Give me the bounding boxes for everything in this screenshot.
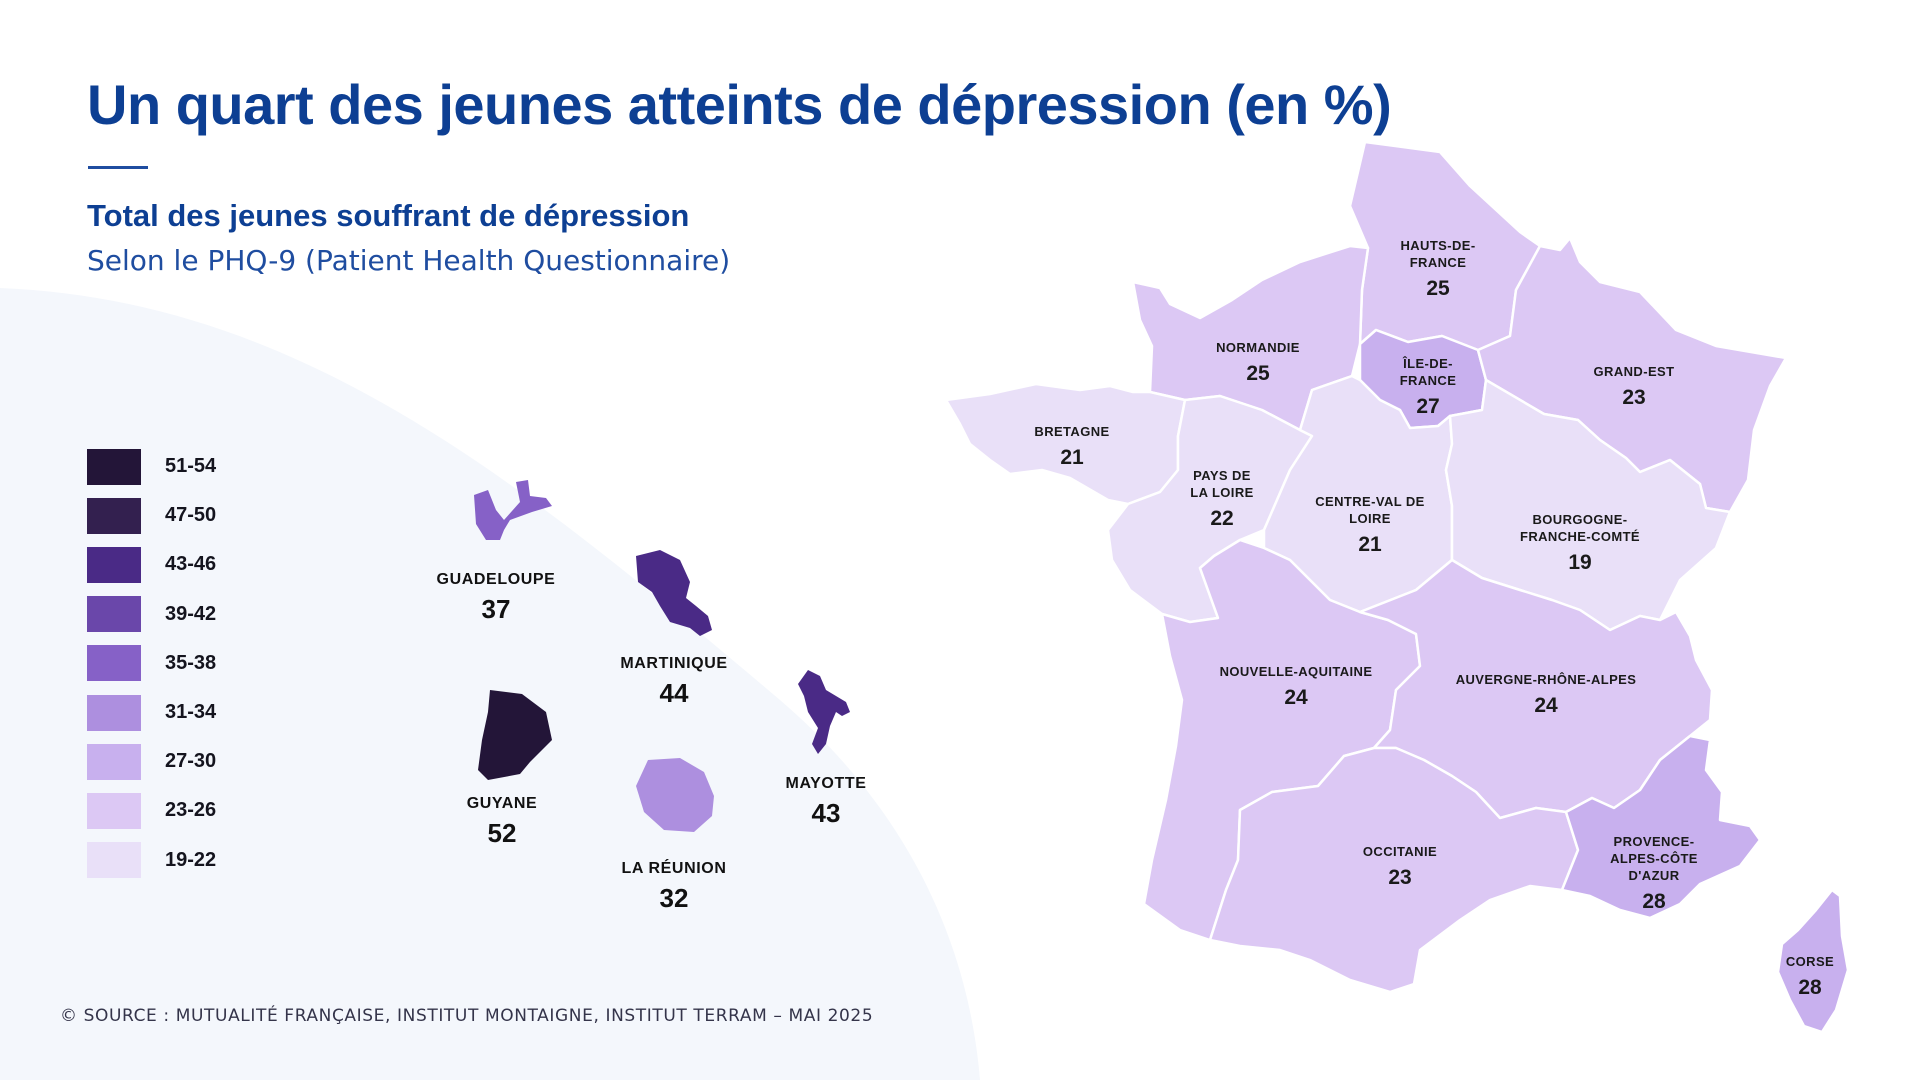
- legend-label: 43-46: [165, 553, 217, 576]
- region-paca: [1560, 734, 1762, 920]
- chart-methodology: Selon le PHQ-9 (Patient Health Questionn…: [87, 244, 731, 277]
- legend-label: 35-38: [165, 651, 217, 674]
- region-value-label: 21: [1358, 533, 1382, 556]
- france-metropolitan: [944, 140, 1850, 1034]
- region-name-label: CORSE: [1786, 954, 1834, 969]
- legend-item: 19-22: [87, 836, 216, 885]
- region-name-label: AUVERGNE-RHÔNE-ALPES: [1456, 672, 1637, 687]
- legend-item: 43-46: [87, 540, 216, 589]
- region-value-label: 19: [1568, 551, 1591, 574]
- legend-swatch: [87, 694, 141, 731]
- region-name-label: CENTRE-VAL DE: [1315, 494, 1424, 509]
- territory-name-label: MAYOTTE: [786, 775, 867, 792]
- legend-item: 23-26: [87, 786, 216, 835]
- territory-name-label: LA RÉUNION: [622, 858, 727, 877]
- legend-swatch: [87, 596, 141, 633]
- region-value-label: 24: [1284, 686, 1308, 709]
- region-name-label: FRANCE: [1400, 373, 1457, 388]
- region-name-label: BOURGOGNE-: [1533, 512, 1628, 527]
- legend-label: 19-22: [165, 848, 217, 871]
- region-value-label: 23: [1622, 386, 1645, 409]
- region-value-label: 24: [1534, 694, 1558, 717]
- legend-label: 23-26: [165, 799, 217, 822]
- legend-swatch: [87, 842, 141, 879]
- legend-swatch: [87, 448, 141, 485]
- legend-swatch: [87, 497, 141, 534]
- territory-value-label: 44: [660, 678, 689, 708]
- territory-value-label: 52: [488, 818, 517, 848]
- region-name-label: D'AZUR: [1629, 868, 1680, 883]
- legend-swatch: [87, 792, 141, 829]
- legend-label: 51-54: [165, 455, 217, 478]
- overseas-territories: [474, 480, 850, 832]
- territory-reunion: [636, 758, 714, 832]
- region-name-label: BRETAGNE: [1034, 424, 1109, 439]
- region-name-label: FRANCHE-COMTÉ: [1520, 529, 1640, 544]
- territory-name-label: GUYANE: [467, 795, 538, 812]
- page-title: Un quart des jeunes atteints de dépressi…: [87, 73, 1392, 136]
- region-value-label: 22: [1210, 507, 1233, 530]
- source-note: © SOURCE : MUTUALITÉ FRANÇAISE, INSTITUT…: [60, 1006, 874, 1026]
- legend-swatch: [87, 743, 141, 780]
- legend: 51-54 47-50 43-46 39-42 35-38 31-34 27-3…: [87, 442, 216, 885]
- region-name-label: ÎLE-DE-: [1402, 356, 1453, 371]
- region-name-label: PAYS DE: [1193, 468, 1251, 483]
- legend-swatch: [87, 546, 141, 583]
- region-value-label: 28: [1798, 976, 1822, 999]
- territory-value-label: 43: [812, 798, 841, 828]
- region-corse: [1776, 888, 1850, 1034]
- region-name-label: GRAND-EST: [1594, 364, 1675, 379]
- title-divider: [88, 166, 148, 169]
- region-value-label: 21: [1060, 446, 1084, 469]
- region-name-label: ALPES-CÔTE: [1610, 851, 1698, 866]
- region-name-label: NOUVELLE-AQUITAINE: [1220, 664, 1373, 679]
- region-value-label: 28: [1642, 890, 1666, 913]
- territory-guyane: [478, 690, 552, 780]
- region-value-label: 23: [1388, 866, 1411, 889]
- legend-item: 35-38: [87, 639, 216, 688]
- legend-item: 31-34: [87, 688, 216, 737]
- legend-item: 39-42: [87, 590, 216, 639]
- region-name-label: FRANCE: [1410, 255, 1467, 270]
- region-name-label: OCCITANIE: [1363, 844, 1437, 859]
- legend-item: 47-50: [87, 491, 216, 540]
- region-value-label: 27: [1416, 395, 1439, 418]
- territory-name-label: MARTINIQUE: [620, 655, 727, 672]
- region-occitanie: [1208, 746, 1580, 994]
- region-name-label: LA LOIRE: [1190, 485, 1253, 500]
- territory-value-label: 37: [482, 594, 511, 624]
- territory-guadeloupe: [474, 480, 552, 540]
- territory-martinique: [636, 550, 712, 636]
- region-value-label: 25: [1426, 277, 1450, 300]
- legend-label: 39-42: [165, 602, 217, 625]
- region-value-label: 25: [1246, 362, 1270, 385]
- territory-name-label: GUADELOUPE: [437, 571, 556, 588]
- region-bretagne: [944, 382, 1187, 506]
- legend-label: 31-34: [165, 701, 217, 724]
- territory-mayotte: [798, 670, 850, 754]
- region-name-label: NORMANDIE: [1216, 340, 1300, 355]
- legend-item: 51-54: [87, 442, 216, 491]
- chart-subtitle: Total des jeunes souffrant de dépression: [87, 198, 690, 233]
- legend-label: 27-30: [165, 750, 217, 773]
- region-name-label: PROVENCE-: [1614, 834, 1695, 849]
- legend-item: 27-30: [87, 737, 216, 786]
- map-labels: HAUTS-DE- FRANCE 25 NORMANDIE 25 ÎLE-DE- FRANC…: [437, 238, 1834, 999]
- territory-value-label: 32: [660, 883, 689, 913]
- region-name-label: LOIRE: [1349, 511, 1391, 526]
- legend-swatch: [87, 645, 141, 682]
- region-name-label: HAUTS-DE-: [1400, 238, 1475, 253]
- legend-label: 47-50: [165, 504, 217, 527]
